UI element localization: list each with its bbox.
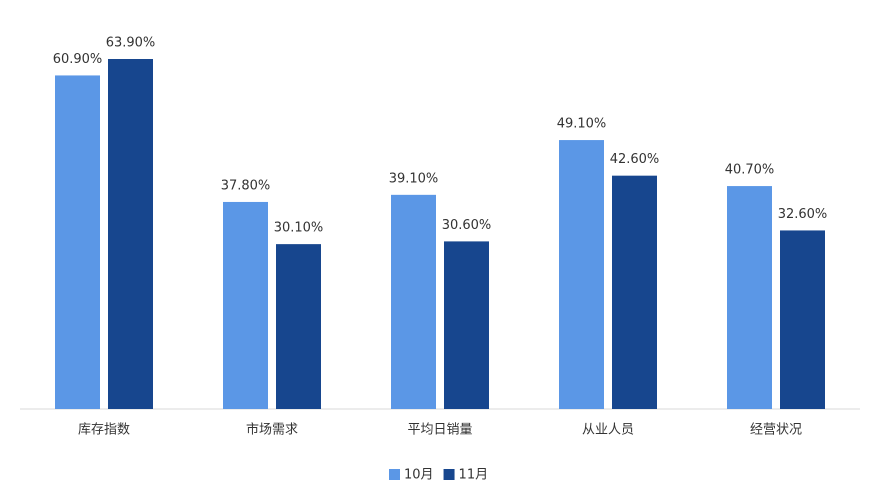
value-label: 30.10% <box>274 221 324 236</box>
bar <box>559 140 604 410</box>
value-label: 60.90% <box>53 52 103 67</box>
legend-swatch <box>443 469 455 480</box>
bar <box>276 244 321 409</box>
bar <box>780 230 825 409</box>
x-tick-label: 经营状况 <box>750 423 802 438</box>
legend-swatch <box>389 469 400 480</box>
bar <box>108 59 153 409</box>
bar <box>55 75 100 410</box>
value-label: 37.80% <box>221 178 271 193</box>
bar <box>612 175 657 409</box>
x-tick-label: 市场需求 <box>246 422 298 438</box>
value-label: 40.70% <box>725 163 775 178</box>
bar <box>444 241 489 409</box>
x-tick-label: 从业人员 <box>582 423 634 438</box>
bar <box>727 186 772 409</box>
x-tick-label: 库存指数 <box>78 422 130 438</box>
x-tick-label: 平均日销量 <box>407 423 472 438</box>
legend-label: 11月 <box>459 468 489 483</box>
bar <box>391 194 436 409</box>
legend-label: 10月 <box>404 468 434 483</box>
value-label: 32.60% <box>778 207 828 222</box>
value-label: 30.60% <box>442 218 492 233</box>
value-label: 39.10% <box>389 171 439 186</box>
value-label: 63.90% <box>106 36 156 51</box>
bar <box>223 201 268 409</box>
value-label: 49.10% <box>557 117 607 132</box>
value-label: 42.60% <box>610 152 660 167</box>
